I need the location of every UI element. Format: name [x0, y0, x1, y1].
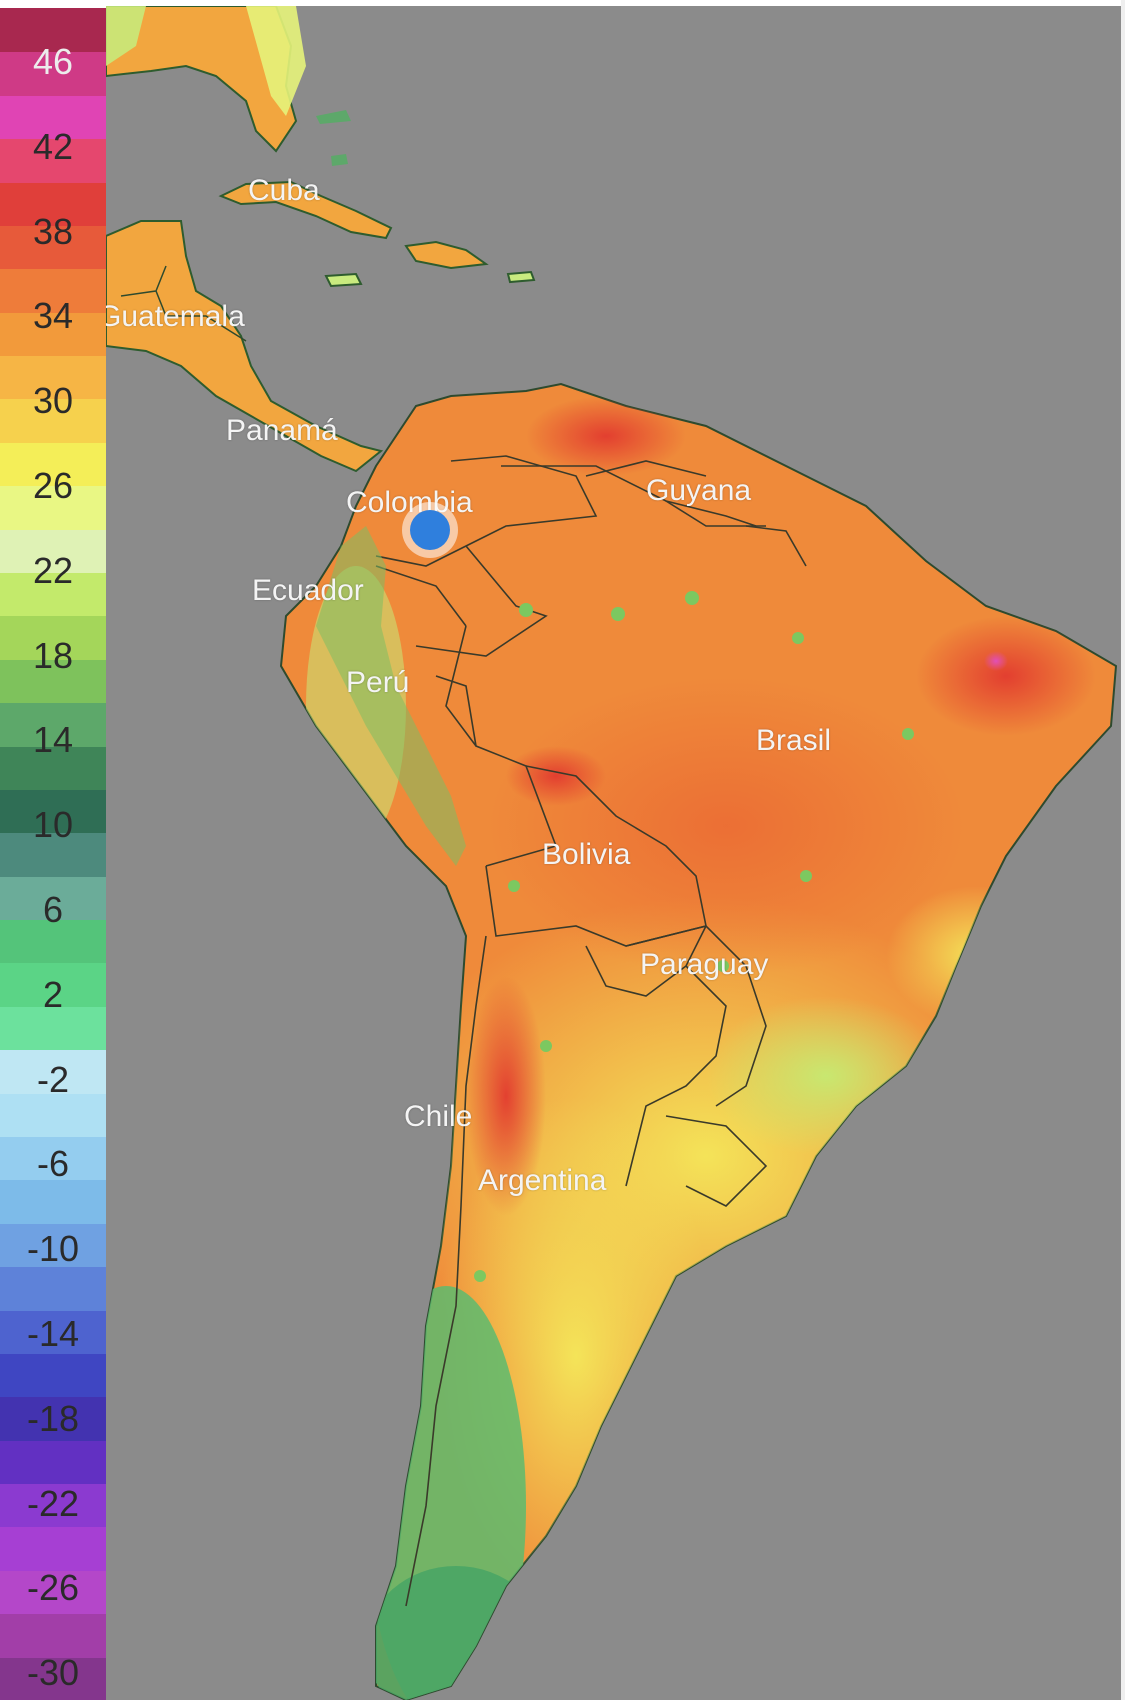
- legend-tick-label: -14: [26, 1313, 80, 1354]
- temperature-spots: [474, 591, 914, 1282]
- legend-color-band: [0, 1309, 106, 1354]
- legend-color-band: [0, 1569, 106, 1615]
- legend-color-band: [0, 1656, 106, 1700]
- legend-tick-label: 2: [42, 973, 64, 1015]
- legend-color-band: [0, 398, 106, 443]
- place-label-ecuador: Ecuador: [252, 574, 364, 607]
- current-location-marker[interactable]: [410, 510, 450, 550]
- legend-color-band: [0, 832, 106, 877]
- legend-color-band: [0, 658, 106, 704]
- legend-tick-label: -10: [26, 1228, 80, 1270]
- place-label-peru: Perú: [346, 666, 410, 699]
- legend-color-band: [0, 1526, 106, 1571]
- legend-tick-label: 6: [42, 889, 64, 930]
- legend-tick-label: 34: [32, 295, 74, 337]
- cuba-island: [218, 180, 393, 240]
- legend-color-band: [0, 1266, 106, 1311]
- legend-color-band: [0, 441, 106, 487]
- place-label-argentina: Argentina: [478, 1164, 607, 1197]
- legend-color-band: [0, 875, 106, 921]
- place-label-brasil: Brasil: [756, 724, 832, 757]
- legend-color-band: [0, 1483, 106, 1528]
- legend-color-band: [0, 268, 106, 313]
- legend-color-band: [0, 745, 106, 790]
- legend-color-band: [0, 1613, 106, 1658]
- legend-color-band: [0, 572, 106, 617]
- legend-color-band: [0, 1352, 106, 1398]
- temperature-legend: ..... 46 42 38 34 30 26 22 18 14 10 6 2 -2 -6 -10 -14 -1…: [0, 0, 106, 1700]
- place-label-colombia: Colombia: [346, 486, 473, 519]
- temperature-map[interactable]: Cuba Guatemala Panamá Colombia Guyana Ecuador…: [106, 6, 1125, 1700]
- legend-tick-label: -18: [26, 1397, 80, 1439]
- legend-tick-label: 38: [32, 210, 74, 252]
- legend-tick-label: 26: [32, 465, 74, 506]
- legend-color-band: [0, 788, 106, 834]
- place-label-cuba: Cuba: [248, 174, 320, 207]
- legend-tick-label: -2: [36, 1058, 69, 1100]
- legend-color-band: [0, 8, 106, 53]
- legend-color-band: [0, 311, 106, 357]
- legend-color-band: [0, 1396, 106, 1441]
- legend-color-band: [0, 1179, 106, 1224]
- legend-tick-label: 22: [32, 549, 74, 591]
- legend-color-band: [0, 962, 106, 1007]
- legend-color-band: [0, 485, 106, 530]
- legend-color-band: [0, 1092, 106, 1137]
- place-label-bolivia: Bolivia: [542, 838, 631, 871]
- andes-strip: [316, 526, 466, 866]
- legend-color-band: [0, 1222, 106, 1268]
- legend-tick-label: 14: [32, 719, 74, 761]
- legend-tick-label: 42: [32, 125, 74, 167]
- legend-color-band: [0, 1049, 106, 1094]
- legend-tick-label: -6: [36, 1143, 69, 1185]
- legend-color-band: [0, 528, 106, 573]
- puerto-rico-island: [506, 270, 536, 284]
- legend-color-band: [0, 138, 106, 183]
- legend-color-band: [0, 355, 106, 400]
- place-label-paraguay: Paraguay: [640, 948, 769, 981]
- legend-tick-label: -22: [26, 1482, 80, 1524]
- map-canvas[interactable]: [106, 6, 1125, 1700]
- place-label-guyana: Guyana: [646, 474, 752, 507]
- legend-color-band: [0, 615, 106, 660]
- legend-tick-label: -30: [26, 1652, 80, 1694]
- screen-edge: [1121, 0, 1125, 1700]
- jamaica-island: [324, 272, 363, 288]
- legend-color-band: [0, 1136, 106, 1181]
- legend-color-band: [0, 1439, 106, 1485]
- bahamas-islands: [316, 110, 351, 166]
- legend-color-band: [0, 224, 106, 270]
- place-label-chile: Chile: [404, 1100, 473, 1133]
- hispaniola-island: [404, 240, 489, 270]
- legend-tick-label: 30: [32, 380, 74, 422]
- legend-color-band: [0, 1005, 106, 1051]
- florida-strip: [246, 6, 306, 116]
- place-label-panama: Panamá: [226, 414, 338, 447]
- mexico-green-coast: [106, 6, 146, 66]
- place-label-guatemala: Guatemala: [106, 300, 245, 333]
- country-borders: [375, 455, 807, 1607]
- legend-color-band: [0, 702, 106, 747]
- legend-tick-label: 10: [32, 804, 74, 846]
- legend-top-indicator: .....: [28, 0, 50, 11]
- legend-color-band: [0, 919, 106, 964]
- legend-tick-label: -26: [26, 1567, 80, 1609]
- legend-tick-label: 18: [32, 634, 74, 676]
- legend-color-band: [0, 94, 106, 140]
- central-america: [106, 220, 384, 473]
- legend-tick-label: 46: [32, 41, 74, 82]
- legend-color-band: [0, 181, 106, 226]
- legend-color-band: [0, 51, 106, 96]
- central-america-borders: [120, 265, 247, 342]
